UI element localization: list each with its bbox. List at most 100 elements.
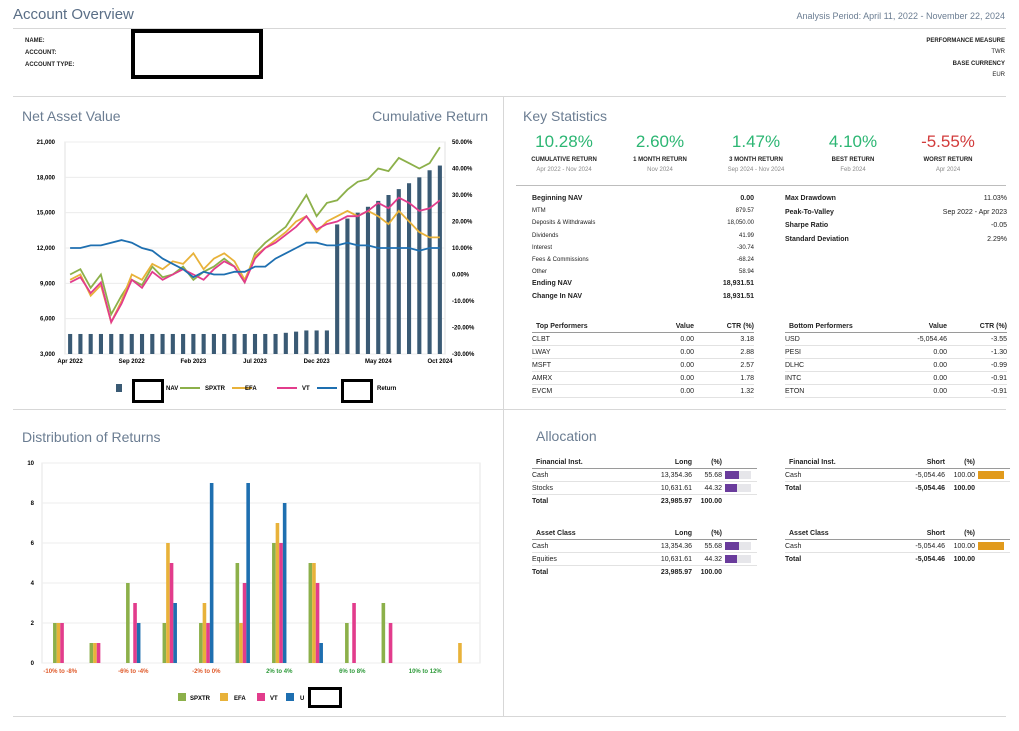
dist-bar-efa [166,543,170,663]
redacted-legend-box-2 [341,379,373,403]
dist-bar-spxtr [345,623,349,663]
y-tick-label: 6 [31,541,35,547]
legend-swatch-efa [220,693,228,701]
dist-bar-vt [169,563,174,663]
right-tick-label: -20.00% [452,326,475,332]
column-spacer [722,456,757,468]
dist-bar-efa [56,623,61,663]
nav-bar [150,333,155,354]
table-row: Equities 10,631.61 44.32 [532,553,757,566]
series-line-efa [69,209,440,325]
nav-bar [355,212,360,354]
table-cell: LWAY [532,349,551,356]
allocation-bar-track [978,542,1004,551]
x-tick-label: 2% to 4% [266,669,293,675]
bottom-performers-table: Bottom Performers Value CTR (%) USD -5,054.4… [785,320,1007,398]
nav-bar [242,333,247,354]
stat-period: Sep 2024 - Nov 2024 [727,167,785,173]
stat-row: Beginning NAV 0.00 [532,193,754,205]
nav-bar [88,333,93,354]
x-tick-label: -6% to -4% [118,669,149,675]
dist-bar-vt [60,623,64,663]
redacted-legend-box-3 [308,687,342,708]
table-cell: 0.00 [933,349,947,356]
left-tick-label: 15,000 [37,211,56,217]
nav-bar [294,331,299,354]
table-cell: 100.00 [953,543,975,550]
table-cell: 100.00 [953,556,975,563]
legend-label-efa: EFA [234,696,246,702]
allocation-bar-cell [722,482,757,494]
table-cell: 0.00 [933,388,947,395]
table-total-row: Total 23,985.97 100.00 [532,495,757,508]
stat-row-value: 18,931.51 [722,292,754,300]
table-row: DLHC 0.00 -0.99 [785,359,1007,372]
dist-bar-efa [312,563,316,663]
legend-label-return: Return [377,386,397,392]
x-tick-label: 10% to 12% [409,669,443,675]
column-spacer [975,456,1010,468]
stat-row-value: 18,050.00 [727,220,754,227]
key-stats-title: Key Statistics [523,108,608,124]
table-header: Financial Inst. Long (%) [532,456,757,469]
table-cell: PESI [785,349,801,356]
stat-value: -5.55% [921,132,975,151]
nav-bar [417,177,422,354]
left-tick-label: 21,000 [37,140,56,146]
stat-card: -5.55% WORST RETURN Apr 2024 [900,132,996,173]
column-header: Bottom Performers [789,323,853,330]
dist-bar-u [136,623,141,663]
x-tick-label: Feb 2023 [180,359,206,365]
table-cell: -3.55 [991,336,1007,343]
stat-row: Change In NAV 18,931.51 [532,291,754,303]
x-tick-label: 6% to 8% [339,669,366,675]
legend-label-nav: NAV [166,386,178,392]
x-tick-label: Oct 2024 [427,359,453,365]
table-total-row: Total 23,985.97 100.00 [532,566,757,579]
stat-row-value: 18,931.51 [722,280,754,288]
table-cell: 0.00 [933,362,947,369]
stat-row-label: Change In NAV [532,292,583,300]
stat-row-label: Peak-To-Valley [785,208,834,216]
legend-swatch-nav [116,384,122,392]
column-header: Short [926,530,945,537]
table-cell: 100.00 [953,472,975,479]
nav-bar [407,183,412,354]
y-tick-label: 8 [31,501,35,507]
nav-bar [222,333,227,354]
nav-bar [335,224,340,354]
stat-row-value: -68.24 [736,257,754,263]
nav-bar [376,200,381,354]
performance-measure-value: TWR [991,49,1005,55]
table-header: Bottom Performers Value CTR (%) [785,320,1007,333]
stat-row-label: Other [532,269,548,276]
table-cell: -5,054.46 [915,543,945,550]
column-header: Asset Class [536,530,576,537]
x-tick-label: -2% to 0% [192,669,221,675]
legend-label-spxtr: SPXTR [190,696,211,702]
left-tick-label: 9,000 [40,281,56,287]
field-account-label: ACCOUNT: [25,50,57,56]
allocation-bar-track [725,542,751,551]
column-header: (%) [711,459,722,466]
stat-value: 10.28% [535,132,593,151]
table-total-row: Total -5,054.46 100.00 [785,482,1010,495]
table-cell: 3.18 [740,336,754,343]
stat-row-value: 2.29% [987,235,1007,243]
dist-bar-spxtr [126,583,130,663]
table-cell: 0.00 [933,375,947,382]
left-tick-label: 12,000 [37,246,56,252]
left-tick-label: 18,000 [37,175,56,181]
stat-label: WORST RETURN [923,157,973,163]
stat-row: MTM 879.57 [532,205,754,217]
dist-bar-u [319,643,323,663]
nav-bar [283,332,288,354]
table-cell: 13,354.36 [660,472,692,479]
dist-bar-vt [279,543,283,663]
stat-period: Apr 2022 - Nov 2024 [536,167,592,173]
stat-row-label: Ending NAV [532,280,572,288]
x-tick-label: May 2024 [365,359,392,365]
column-spacer [722,566,757,579]
nav-bar [365,206,371,354]
column-header: Value [928,323,947,330]
